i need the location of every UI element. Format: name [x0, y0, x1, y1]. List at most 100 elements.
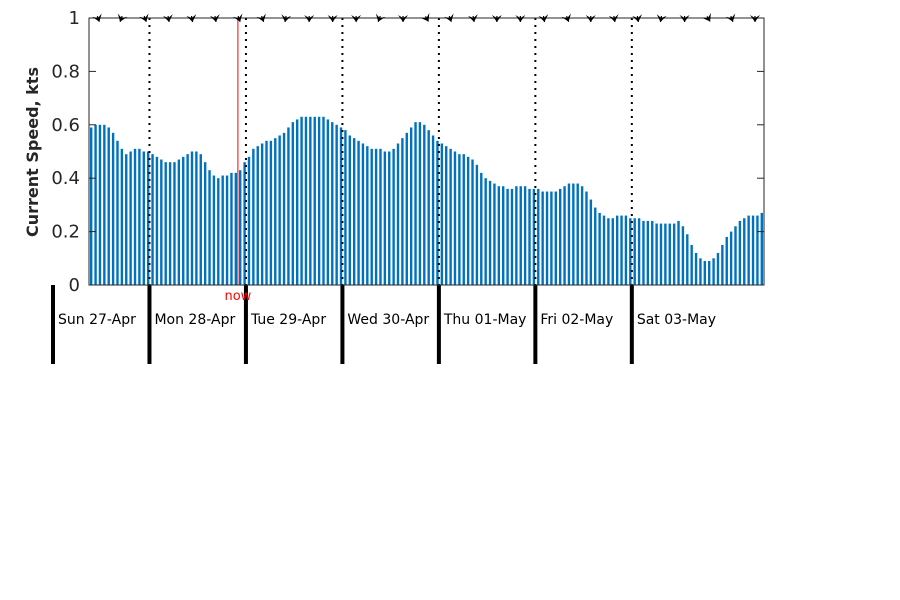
- day-label: Tue 29-Apr: [250, 312, 326, 328]
- bar: [519, 186, 522, 285]
- bar: [480, 172, 483, 285]
- bar: [243, 162, 246, 285]
- arrow-head: [679, 15, 690, 22]
- bar: [217, 178, 220, 285]
- direction-arrow: [327, 15, 338, 22]
- bar: [173, 162, 176, 285]
- bar: [651, 220, 654, 285]
- bar: [344, 130, 347, 285]
- bar: [453, 151, 457, 285]
- direction-arrow: [351, 15, 362, 22]
- bar: [655, 223, 658, 285]
- bar: [401, 138, 404, 285]
- arrow-head: [585, 15, 596, 22]
- direction-arrow: [467, 14, 478, 23]
- bars: [89, 116, 764, 286]
- bar: [155, 156, 159, 285]
- bar: [234, 172, 238, 285]
- bar: [541, 191, 544, 285]
- day-label: Sun 27-Apr: [58, 312, 136, 328]
- bar: [506, 188, 509, 285]
- day-label: Sat 03-May: [637, 312, 716, 328]
- bar: [199, 154, 202, 285]
- bar: [239, 170, 242, 285]
- bar: [528, 188, 531, 285]
- bar: [738, 220, 742, 285]
- bar: [449, 148, 452, 285]
- bar: [497, 186, 501, 285]
- arrow-head: [420, 12, 430, 22]
- bar: [103, 124, 106, 285]
- y-tick-label: 0: [69, 275, 80, 296]
- bar: [493, 183, 496, 285]
- bar: [760, 212, 764, 285]
- bar: [642, 220, 645, 285]
- bar: [383, 151, 387, 285]
- bar: [142, 151, 145, 285]
- bar: [230, 172, 233, 285]
- arrow-head: [632, 14, 643, 22]
- bar: [510, 188, 514, 285]
- bar: [554, 191, 558, 285]
- arrow-head: [351, 15, 362, 22]
- bar: [379, 148, 382, 285]
- bar: [431, 135, 435, 285]
- bar: [558, 188, 562, 285]
- direction-arrow: [608, 14, 619, 23]
- bar: [278, 135, 281, 285]
- arrow-head: [702, 12, 711, 22]
- direction-arrow: [420, 12, 430, 22]
- bar: [287, 127, 290, 285]
- bar: [729, 231, 733, 285]
- plot-frame: [88, 17, 765, 286]
- bar: [532, 188, 536, 285]
- bar: [567, 183, 571, 285]
- bar: [607, 218, 610, 285]
- bar: [164, 162, 167, 285]
- bar: [672, 223, 676, 285]
- arrow-head: [117, 13, 128, 22]
- direction-arrow: [679, 15, 690, 22]
- bar: [668, 223, 671, 285]
- bar: [445, 146, 448, 285]
- arrow-head: [256, 13, 266, 22]
- direction-arrow: [632, 14, 643, 23]
- bar: [361, 143, 365, 285]
- day-label: Fri 02-May: [540, 312, 613, 328]
- arrow-head: [444, 13, 454, 22]
- arrow-head: [398, 15, 409, 22]
- bar: [129, 151, 132, 285]
- now-label: now: [224, 289, 251, 304]
- bar: [125, 154, 128, 285]
- arrow-head: [162, 14, 173, 22]
- bar: [326, 119, 330, 286]
- direction-arrow: [304, 15, 315, 22]
- direction-arrow: [256, 13, 266, 22]
- bar: [177, 159, 181, 285]
- bar: [436, 140, 439, 285]
- bar: [291, 122, 295, 285]
- bar: [563, 186, 566, 285]
- bar: [712, 258, 715, 285]
- bar: [409, 127, 413, 285]
- bar: [602, 215, 606, 285]
- bar: [418, 122, 422, 285]
- bar: [107, 127, 110, 285]
- bar: [309, 116, 312, 285]
- bar: [221, 175, 224, 285]
- arrow-head: [750, 15, 760, 22]
- bar: [611, 218, 614, 285]
- bar: [265, 140, 268, 285]
- bar: [331, 122, 334, 285]
- arrow-head: [467, 14, 478, 22]
- bar: [357, 140, 360, 285]
- bar: [133, 148, 137, 285]
- direction-arrow: [139, 13, 149, 22]
- bar: [89, 127, 93, 285]
- arrow-head: [656, 14, 667, 22]
- bar: [423, 124, 426, 285]
- bar: [659, 223, 663, 285]
- day-labels: Sun 27-Apr Mon 28-Apr Tue 29-Apr Wed 30-Apr…: [58, 312, 716, 328]
- bar: [440, 143, 444, 285]
- bar: [374, 148, 378, 285]
